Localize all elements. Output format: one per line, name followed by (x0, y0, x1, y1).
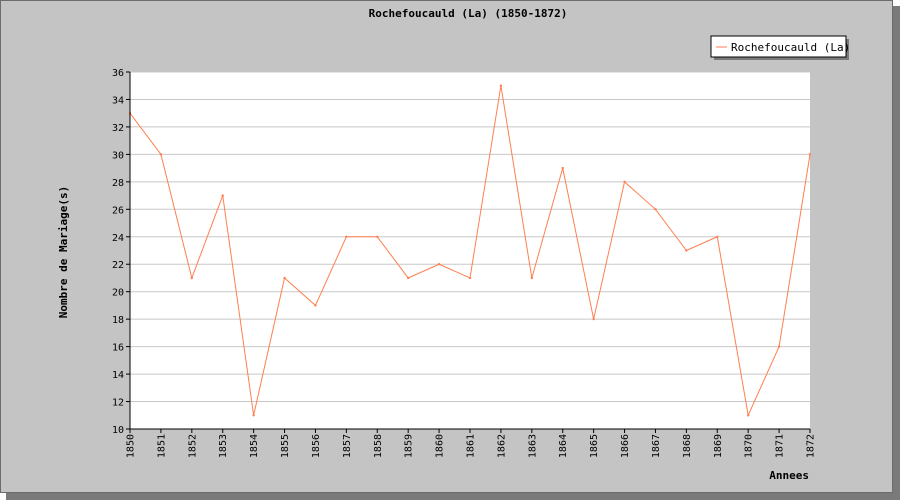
y-tick-label: 26 (112, 205, 124, 216)
y-tick-label: 20 (112, 288, 124, 299)
y-tick-label: 24 (112, 233, 124, 244)
x-tick-label: 1871 (775, 434, 786, 458)
x-tick-label: 1854 (249, 434, 260, 458)
data-point (190, 276, 194, 280)
frame-shadow-bottom (6, 493, 900, 500)
x-tick-label: 1869 (713, 434, 724, 458)
data-point (808, 153, 812, 156)
data-point (685, 249, 688, 252)
data-point (716, 235, 719, 238)
y-tick-label: 28 (112, 178, 124, 189)
data-point (592, 317, 595, 321)
data-point (345, 235, 348, 238)
data-point (376, 235, 379, 238)
y-tick-label: 32 (112, 123, 124, 134)
legend: Rochefoucauld (La) (710, 35, 850, 60)
x-tick-label: 1860 (435, 434, 446, 458)
y-tick-label: 36 (112, 68, 124, 79)
data-point (746, 414, 750, 417)
y-tick-label: 22 (112, 260, 124, 271)
x-tick-label: 1865 (589, 434, 600, 458)
x-tick-label: 1857 (342, 434, 353, 458)
x-tick-label: 1870 (744, 434, 755, 458)
x-tick-label: 1858 (373, 434, 384, 458)
data-point (499, 84, 503, 87)
series-group (128, 84, 812, 417)
y-tick-label: 30 (112, 150, 124, 161)
x-tick-label: 1872 (806, 434, 817, 458)
data-point (437, 263, 441, 266)
data-point (530, 276, 534, 280)
data-point (561, 166, 564, 170)
y-tick-label: 18 (112, 315, 124, 326)
legend-label: Rochefoucauld (La) (731, 41, 850, 54)
data-point (777, 345, 781, 348)
y-axis-ticks: 10 12 14 16 18 20 22 24 26 28 30 32 34 36 (112, 68, 130, 436)
y-axis-label: Nombre de Mariage(s) (57, 186, 70, 318)
grid-lines (130, 71, 810, 403)
x-tick-label: 1861 (466, 434, 477, 458)
y-tick-label: 14 (112, 370, 124, 381)
data-point (159, 153, 163, 156)
data-point (221, 194, 224, 197)
x-tick-label: 1867 (651, 434, 662, 458)
data-point (406, 276, 410, 280)
x-tick-label: 1859 (404, 434, 415, 458)
x-tick-label: 1853 (218, 434, 229, 458)
x-tick-label: 1851 (156, 434, 167, 458)
x-tick-label: 1866 (620, 434, 631, 458)
x-tick-label: 1850 (126, 434, 137, 458)
y-tick-label: 10 (112, 425, 124, 436)
y-tick-label: 34 (112, 95, 124, 106)
plot-area (130, 72, 810, 429)
data-point (252, 414, 255, 417)
chart-title: Rochefoucauld (La) (1850-1872) (369, 7, 568, 20)
x-tick-label: 1864 (558, 434, 569, 458)
y-tick-label: 12 (112, 398, 124, 409)
x-axis-ticks: 1850 1851 1852 1853 1854 1855 1856 1857 1858 1859… (126, 429, 817, 458)
x-tick-label: 1863 (527, 434, 538, 458)
data-point (654, 208, 657, 211)
x-tick-label: 1852 (187, 434, 198, 458)
data-point (623, 180, 626, 184)
x-axis-label: Annees (769, 469, 809, 482)
data-point (283, 276, 286, 280)
data-point (468, 276, 472, 280)
x-tick-label: 1862 (496, 434, 507, 458)
data-point (314, 304, 317, 307)
y-tick-label: 16 (112, 343, 124, 354)
legend-box (710, 35, 847, 58)
frame-shadow-right (893, 6, 900, 500)
x-tick-label: 1856 (311, 434, 322, 458)
x-tick-label: 1855 (280, 434, 291, 458)
x-tick-label: 1868 (682, 434, 693, 458)
